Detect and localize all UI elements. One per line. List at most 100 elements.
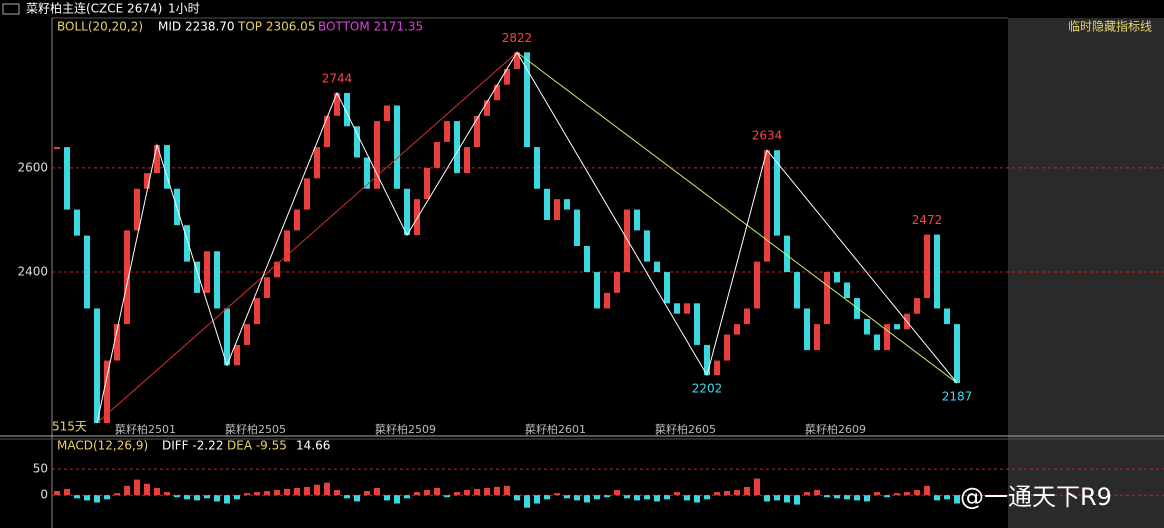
macd-bar (634, 495, 640, 501)
macd-bar (114, 493, 120, 496)
candle (724, 334, 730, 361)
candle (104, 360, 110, 424)
macd-bar (174, 495, 180, 498)
macd-bar (154, 487, 160, 496)
candle (434, 141, 440, 168)
macd-bar (294, 487, 300, 496)
candle (704, 344, 710, 376)
candle (624, 209, 630, 273)
candle (234, 344, 240, 366)
macd-bar (474, 488, 480, 496)
macd-bar (374, 487, 380, 496)
macd-bar (274, 489, 280, 496)
macd-bar (484, 487, 490, 496)
candle (394, 105, 400, 189)
macd-bar (694, 495, 700, 503)
candle (134, 188, 140, 231)
macd-bar (934, 495, 940, 501)
trend-line (96, 51, 518, 424)
candle (854, 298, 860, 319)
x-tick-label: 菜籽柏2609 (805, 422, 866, 436)
macd-bar (194, 495, 200, 501)
candle (694, 303, 700, 345)
candle (264, 277, 270, 299)
candle (464, 147, 470, 174)
candle (794, 272, 800, 309)
candle (244, 324, 250, 345)
instrument-title[interactable]: 菜籽柏主连(CZCE 2674) (26, 1, 162, 16)
candle (714, 360, 720, 376)
macd-bar (854, 495, 860, 501)
candle (204, 251, 210, 293)
trend-line (516, 51, 958, 384)
candle (504, 69, 510, 85)
macd-bar (214, 495, 220, 502)
candle (254, 298, 260, 325)
macd-bar (914, 489, 920, 496)
candle (544, 188, 550, 220)
candle (914, 298, 920, 314)
candle (864, 318, 870, 335)
macd-bar (324, 482, 330, 496)
macd-bar (364, 491, 370, 496)
candle (344, 92, 350, 127)
candle (884, 324, 890, 351)
macd-bar (534, 495, 540, 504)
macd-bar (464, 489, 470, 496)
menu-icon[interactable] (2, 3, 20, 15)
candle (894, 324, 900, 330)
macd-bar (594, 495, 600, 500)
macd-bar (54, 491, 60, 496)
macd-bar (564, 495, 570, 499)
x-tick-label: 菜籽柏2509 (375, 422, 436, 436)
macd-bar (674, 492, 680, 496)
boll-name: BOLL(20,20,2) (57, 20, 143, 34)
macd-bar (254, 492, 260, 496)
macd-bar (334, 489, 340, 496)
top-bar (0, 0, 1164, 18)
candle (744, 308, 750, 325)
macd-bar (654, 495, 660, 502)
boll-bottom: BOTTOM 2171.35 (318, 20, 423, 34)
candle (144, 173, 150, 189)
y-tick-label: 50 (33, 462, 48, 476)
macd-bar (444, 495, 450, 498)
candle (164, 145, 170, 189)
macd-bar (684, 495, 690, 501)
candle (534, 147, 540, 189)
watermark: @一通天下R9 (960, 483, 1112, 511)
macd-bar (704, 495, 710, 500)
candle (604, 292, 610, 309)
candle (334, 92, 340, 116)
hide-indicator-button[interactable]: 临时隐藏指标线 (1068, 19, 1152, 34)
candle (784, 235, 790, 273)
macd-bar (864, 495, 870, 502)
macd-bar (514, 495, 520, 501)
macd-bar (384, 495, 390, 501)
peak-label: 2634 (752, 129, 783, 143)
candle (354, 126, 360, 158)
candle (494, 84, 500, 101)
period[interactable]: 1小时 (168, 2, 200, 16)
macd-bar (754, 478, 760, 496)
macd-bar (404, 495, 410, 499)
macd-bar (104, 495, 110, 500)
candle (754, 261, 760, 309)
zigzag-line (96, 51, 958, 424)
candle (514, 52, 520, 70)
macd-bar (124, 485, 130, 496)
macd-bar (434, 487, 440, 496)
macd-bar (624, 495, 630, 499)
candle (274, 261, 280, 278)
macd-bar (414, 492, 420, 496)
candle (844, 282, 850, 299)
candle (154, 145, 160, 174)
macd-bar (814, 489, 820, 496)
macd-bar (494, 486, 500, 496)
candle (574, 209, 580, 247)
macd-bar (884, 495, 890, 498)
candle (594, 272, 600, 309)
macd-bar (824, 495, 830, 498)
macd-bar (344, 495, 350, 499)
